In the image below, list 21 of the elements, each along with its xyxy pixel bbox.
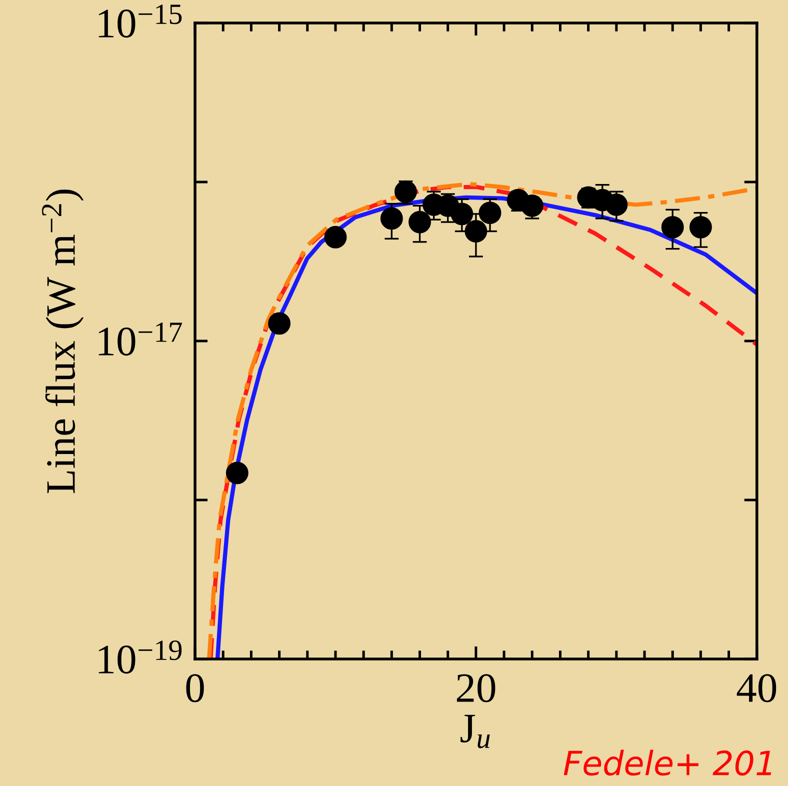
point: [661, 216, 684, 238]
y-tick-label: 10$^{−19}$: [98, 640, 182, 674]
point: [380, 207, 403, 230]
point: [450, 202, 474, 226]
point: [478, 202, 502, 224]
x-tick-label: 40: [736, 674, 776, 702]
x-tick-label: 0: [186, 674, 204, 702]
point: [226, 462, 248, 484]
point: [689, 216, 712, 238]
y-tick-label: 10$^{−17}$: [98, 322, 182, 356]
x-tick-label: 20: [456, 674, 496, 702]
point: [268, 312, 291, 335]
y-tick-label: 10$^{−15}$: [98, 4, 182, 38]
point: [324, 226, 347, 248]
text: Fedele+ 201: [564, 750, 772, 776]
point: [408, 210, 431, 234]
y-axis-title: Line flux (W m$^{−2}$): [42, 190, 84, 494]
point: [520, 194, 544, 217]
x-axis-title: J$_{u}$: [460, 714, 490, 748]
point: [464, 220, 488, 242]
point: [605, 193, 628, 216]
